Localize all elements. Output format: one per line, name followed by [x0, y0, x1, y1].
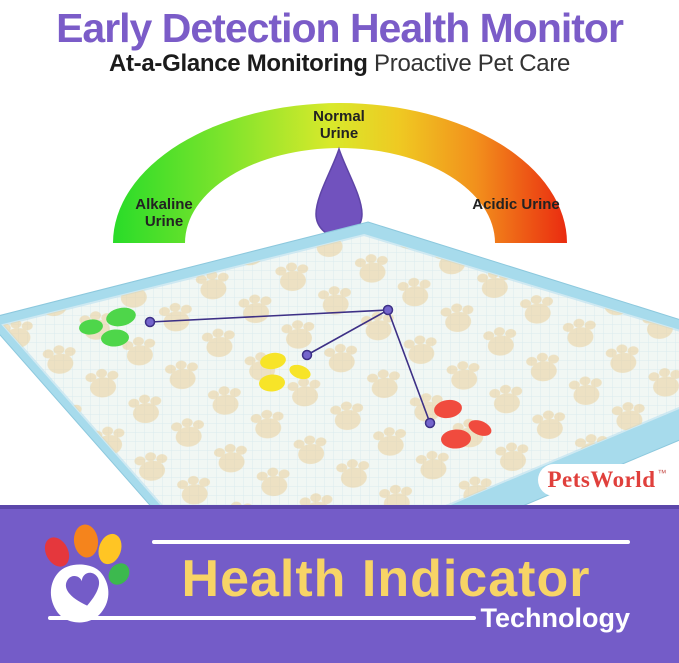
gauge-label-alkaline: Alkaline Urine [135, 196, 193, 231]
gauge-label-acidic: Acidic Urine [472, 196, 560, 213]
subtitle-emphasis: At-a-Glance Monitoring [108, 50, 368, 77]
trademark-symbol: ™ [657, 468, 667, 478]
page-subtitle: At-a-Glance Monitoring Proactive Pet Car… [0, 50, 679, 78]
banner-divider-bottom [48, 616, 476, 620]
callout-nodes [144, 304, 436, 429]
normal-paw-stain [259, 352, 311, 392]
callout-lines [149, 309, 431, 424]
ph-gauge-arc [113, 103, 567, 243]
banner-divider-top [152, 540, 630, 544]
brand-name: PetsWorld [547, 467, 656, 492]
banner-title: Health Indicator [181, 550, 591, 608]
banner-subtitle: Technology [480, 603, 630, 633]
gauge-label-normal: Normal Urine [313, 108, 365, 143]
urine-drop-icon [315, 146, 363, 238]
bottom-banner: Health Indicator Technology [0, 505, 679, 663]
paw-heart-icon [44, 524, 130, 623]
brand-logo: PetsWorld ™ [538, 464, 674, 496]
acidic-paw-stain [434, 399, 492, 449]
alkaline-paw-stain [79, 307, 136, 347]
subtitle-rest: Proactive Pet Care [367, 50, 571, 77]
page-title: Early Detection Health Monitor [56, 5, 624, 51]
